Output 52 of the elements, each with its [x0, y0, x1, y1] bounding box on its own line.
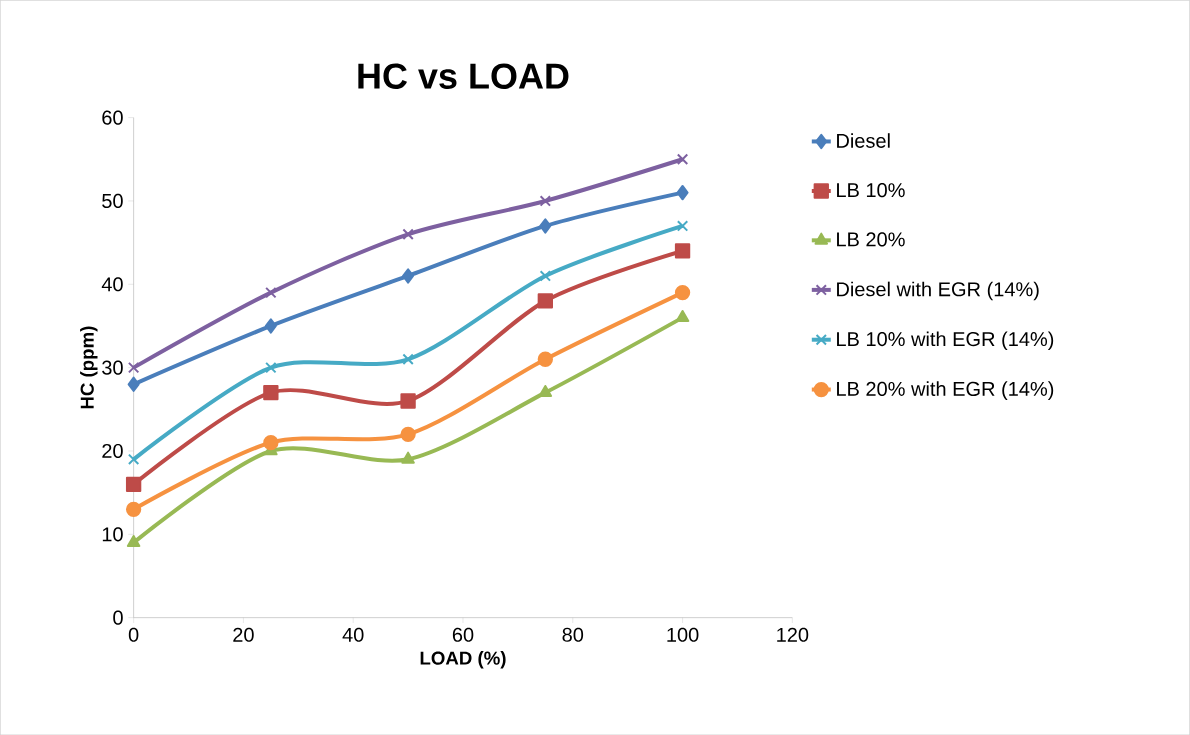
y-axis-title: HC (ppm) [80, 326, 98, 409]
x-tick-label: 20 [233, 627, 254, 642]
point [400, 393, 416, 409]
point [676, 184, 689, 201]
legend-label: LB 20% with EGR (14%) [837, 381, 1054, 400]
point [263, 434, 279, 451]
point [126, 534, 141, 547]
legend-label: Diesel [837, 133, 890, 148]
point [402, 353, 414, 365]
point [263, 384, 279, 401]
point [539, 195, 552, 207]
point [400, 426, 416, 442]
y-tick-label: 40 [101, 277, 123, 292]
point [127, 453, 140, 465]
chart-title: HC vs LOAD [358, 63, 569, 89]
point [675, 309, 690, 322]
point [265, 286, 277, 299]
point [265, 361, 277, 374]
point [127, 376, 140, 392]
point [676, 220, 689, 232]
y-tick-label: 10 [102, 527, 123, 542]
point [402, 228, 414, 240]
point [539, 270, 552, 282]
point [537, 293, 553, 309]
point [676, 153, 689, 165]
legend-label: Diesel with EGR (14%) [837, 281, 1039, 301]
x-tick-label: 120 [777, 627, 809, 642]
y-tick-label: 30 [102, 360, 123, 375]
point [401, 451, 415, 464]
x-tick-label: 40 [342, 627, 364, 642]
x-tick-label: 100 [667, 627, 699, 642]
x-tick-label: 0 [128, 627, 139, 642]
point [674, 243, 691, 259]
legend-label: LB 10% with EGR (14%) [837, 331, 1054, 350]
point [125, 476, 142, 492]
point [674, 284, 691, 301]
y-tick-label: 20 [102, 443, 123, 458]
point [264, 318, 277, 334]
point [537, 351, 553, 367]
x-tick-label: 60 [452, 627, 474, 642]
point [539, 218, 552, 234]
point [538, 384, 553, 397]
legend-label: LB 20% [837, 232, 905, 247]
x-axis-title: LOAD (%) [420, 650, 506, 669]
point [402, 268, 415, 284]
y-tick-label: 60 [102, 110, 123, 125]
point [127, 361, 140, 374]
point [125, 501, 142, 517]
x-tick-label: 80 [562, 627, 584, 642]
y-tick-label: 50 [102, 193, 123, 208]
legend-label: LB 10% [837, 182, 905, 198]
y-tick-label: 0 [113, 610, 123, 625]
